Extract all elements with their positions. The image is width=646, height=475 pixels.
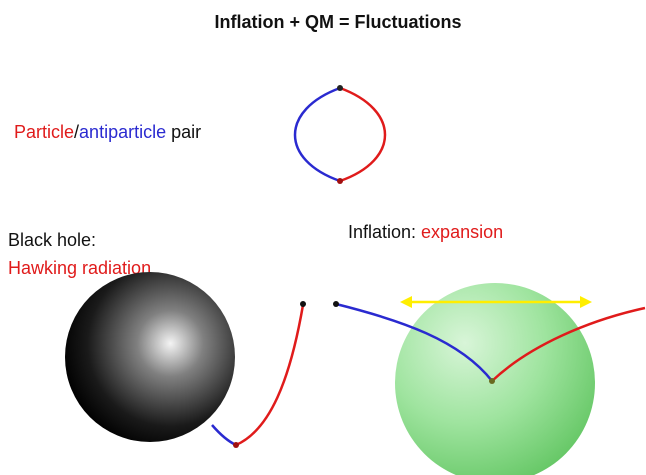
expansion-arrow — [400, 296, 592, 308]
separator: / — [74, 122, 79, 142]
vertex — [300, 301, 306, 307]
vertex — [233, 442, 239, 448]
vertex — [333, 301, 339, 307]
inflation-pair — [333, 301, 646, 384]
pair-label: Particle/antiparticle pair — [14, 122, 201, 142]
black-hole-label: Black hole: — [8, 230, 96, 250]
pair-word: pair — [171, 122, 201, 142]
inflation-label: Inflation: expansion — [348, 222, 503, 242]
vertex — [489, 378, 495, 384]
left-path — [335, 302, 493, 382]
pair-loop — [293, 85, 387, 184]
vertex — [337, 85, 343, 91]
right-path — [491, 306, 646, 382]
inflation-word: Inflation: — [348, 222, 416, 242]
hawking-label: Hawking radiation — [8, 258, 151, 278]
expansion-word: expansion — [421, 222, 503, 242]
antiparticle-path — [293, 86, 341, 183]
black-hole — [65, 272, 235, 442]
vertex — [337, 178, 343, 184]
antiparticle-word: antiparticle — [79, 122, 166, 142]
hawking-pair — [211, 301, 306, 448]
particle-path — [339, 86, 387, 183]
particle-word: Particle — [14, 122, 74, 142]
escaping-path — [235, 304, 305, 447]
slide-title: Inflation + QM = Fluctuations — [214, 12, 461, 32]
infalling-path — [211, 424, 237, 447]
